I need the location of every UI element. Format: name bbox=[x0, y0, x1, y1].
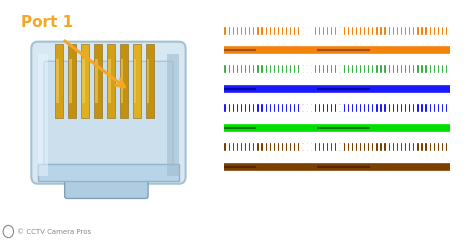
Text: 4: 4 bbox=[212, 84, 219, 94]
Bar bbox=[69, 59, 72, 103]
Text: Straight-through wired cables: Straight-through wired cables bbox=[236, 209, 447, 222]
Bar bbox=[147, 59, 149, 103]
Text: 1: 1 bbox=[461, 26, 468, 36]
Text: 8: 8 bbox=[461, 162, 468, 172]
Text: 2: 2 bbox=[212, 45, 219, 55]
Bar bbox=[37, 54, 48, 176]
Bar bbox=[120, 44, 128, 118]
Text: 8: 8 bbox=[212, 162, 219, 172]
Text: © CCTV Camera Pros: © CCTV Camera Pros bbox=[17, 229, 91, 235]
Bar bbox=[107, 44, 115, 118]
Bar bbox=[68, 44, 76, 118]
Text: 3: 3 bbox=[461, 64, 468, 74]
Bar bbox=[94, 44, 102, 118]
Text: 6: 6 bbox=[461, 123, 468, 133]
Bar bbox=[55, 44, 63, 118]
Text: 3: 3 bbox=[212, 64, 219, 74]
Bar bbox=[81, 44, 89, 118]
Bar bbox=[37, 164, 179, 181]
Bar bbox=[146, 44, 154, 118]
Text: 5: 5 bbox=[461, 103, 468, 113]
Text: 6: 6 bbox=[212, 123, 219, 133]
Bar bbox=[56, 59, 59, 103]
FancyBboxPatch shape bbox=[64, 169, 148, 198]
Bar bbox=[95, 59, 98, 103]
Text: Port 1: Port 1 bbox=[21, 15, 73, 30]
Text: 1: 1 bbox=[212, 26, 219, 36]
Bar bbox=[133, 44, 141, 118]
FancyBboxPatch shape bbox=[44, 61, 173, 169]
Bar bbox=[134, 59, 137, 103]
FancyBboxPatch shape bbox=[31, 42, 186, 184]
Bar bbox=[82, 59, 85, 103]
Text: 7: 7 bbox=[212, 142, 219, 152]
Text: 7: 7 bbox=[461, 142, 468, 152]
Bar bbox=[167, 54, 179, 176]
Bar bbox=[108, 59, 110, 103]
Text: 5: 5 bbox=[212, 103, 219, 113]
Text: 2: 2 bbox=[461, 45, 468, 55]
Bar bbox=[121, 59, 123, 103]
Text: 4: 4 bbox=[461, 84, 468, 94]
